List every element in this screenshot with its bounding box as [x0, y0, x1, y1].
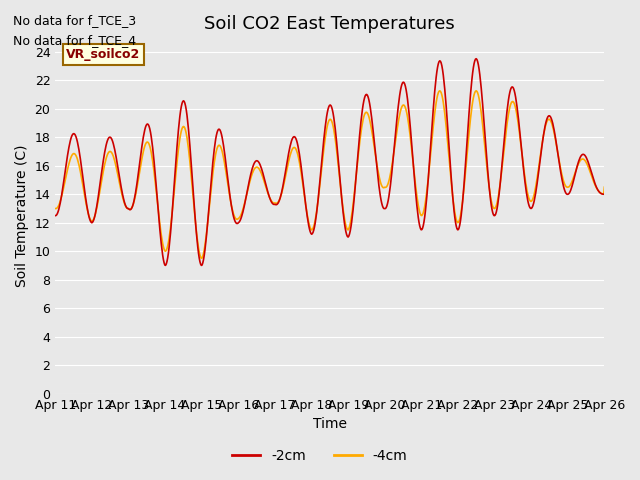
Y-axis label: Soil Temperature (C): Soil Temperature (C) [15, 144, 29, 287]
Title: Soil CO2 East Temperatures: Soil CO2 East Temperatures [204, 15, 455, 33]
X-axis label: Time: Time [313, 418, 347, 432]
Text: VR_soilco2: VR_soilco2 [67, 48, 141, 61]
Legend: -2cm, -4cm: -2cm, -4cm [227, 443, 413, 468]
Text: No data for f_TCE_4: No data for f_TCE_4 [13, 34, 136, 47]
Text: No data for f_TCE_3: No data for f_TCE_3 [13, 14, 136, 27]
